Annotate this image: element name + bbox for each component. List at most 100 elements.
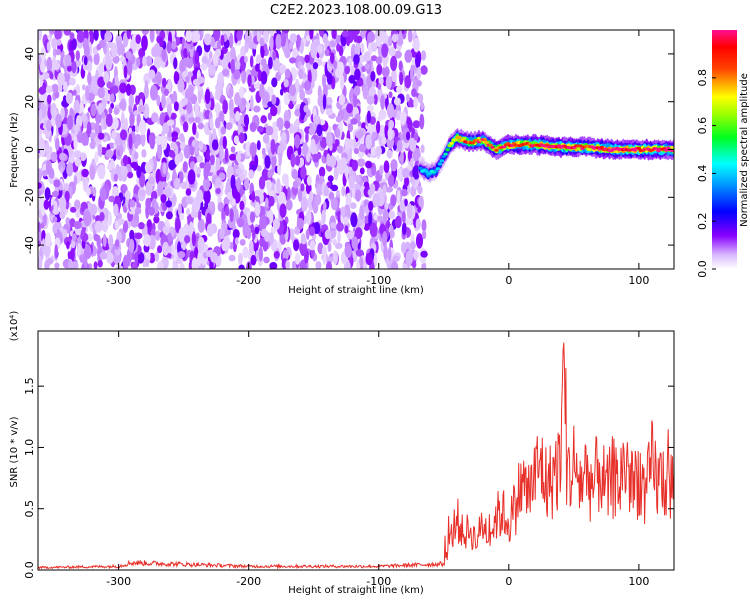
noise-blob — [179, 212, 185, 221]
noise-blob — [191, 257, 198, 269]
noise-blob — [185, 197, 193, 205]
noise-blob — [415, 53, 421, 69]
noise-blob — [345, 192, 352, 209]
noise-blob — [283, 78, 289, 88]
noise-blob — [249, 142, 257, 157]
noise-blob — [366, 110, 371, 124]
noise-blob — [417, 185, 423, 195]
noise-blob — [232, 229, 240, 239]
noise-blob — [341, 30, 349, 38]
noise-blob — [365, 252, 373, 266]
noise-blob — [350, 118, 358, 125]
noise-blob — [77, 243, 82, 256]
noise-blob — [355, 30, 360, 35]
noise-blob — [215, 187, 221, 195]
noise-blob — [85, 85, 90, 102]
noise-blob — [220, 126, 227, 135]
noise-blob — [195, 131, 199, 140]
noise-blob — [421, 219, 427, 232]
noise-blob — [82, 84, 86, 91]
noise-blob — [45, 119, 52, 132]
noise-blob — [93, 261, 98, 269]
noise-blob — [87, 71, 92, 85]
trace-blob — [418, 166, 423, 170]
noise-blob — [381, 65, 390, 78]
noise-blob — [89, 165, 96, 181]
noise-blob — [420, 65, 428, 75]
noise-blob — [214, 102, 221, 114]
noise-blob — [270, 139, 276, 155]
noise-blob — [381, 43, 389, 58]
noise-blob — [154, 251, 160, 262]
noise-blob — [116, 40, 123, 56]
noise-blob — [292, 260, 296, 269]
noise-blob — [179, 59, 186, 74]
noise-blob — [203, 33, 212, 46]
noise-blob — [325, 108, 333, 116]
noise-blob — [253, 83, 259, 90]
noise-blob — [76, 30, 85, 43]
noise-blob — [104, 31, 113, 42]
noise-blob — [181, 115, 186, 122]
noise-blob — [409, 241, 416, 250]
noise-blob — [242, 246, 249, 259]
noise-blob — [249, 211, 256, 223]
noise-blob — [173, 101, 180, 112]
noise-blob — [394, 215, 402, 229]
noise-blob — [223, 235, 231, 251]
noise-blob — [263, 30, 269, 44]
noise-blob — [93, 30, 99, 41]
noise-blob — [191, 231, 196, 247]
noise-blob — [375, 146, 383, 157]
trace-blob — [502, 145, 507, 149]
y-tick-label: 0 — [23, 146, 36, 153]
noise-blob — [58, 84, 63, 93]
noise-blob — [174, 177, 181, 190]
noise-blob — [114, 239, 120, 248]
noise-blob — [120, 129, 128, 141]
snr-series-line — [38, 342, 674, 570]
noise-blob — [113, 107, 120, 115]
noise-blob — [48, 167, 55, 179]
noise-blob — [300, 165, 307, 180]
noise-blob — [110, 93, 115, 103]
noise-blob — [194, 116, 201, 124]
noise-blob — [262, 134, 270, 144]
noise-blob — [38, 240, 42, 247]
noise-blob — [128, 94, 134, 108]
noise-blob — [53, 200, 58, 214]
noise-blob — [204, 88, 211, 104]
noise-blob — [309, 30, 314, 40]
noise-blob — [295, 155, 301, 166]
noise-blob — [83, 256, 88, 269]
noise-blob — [100, 147, 108, 155]
noise-blob — [386, 103, 395, 119]
noise-blob — [257, 125, 264, 133]
noise-blob — [186, 208, 191, 216]
x-tick-label: -300 — [106, 575, 131, 588]
noise-blob — [300, 236, 307, 245]
noise-blob — [221, 68, 230, 77]
snr-panel: -300 -200 -100 0 100 0.0 0.5 1.0 1.5 Height of … — [9, 311, 675, 596]
noise-blob — [420, 144, 425, 154]
noise-blob — [49, 30, 55, 35]
noise-blob — [159, 37, 164, 48]
noise-blob — [409, 137, 417, 152]
noise-blob — [412, 165, 420, 180]
y-tick-label: 20 — [23, 95, 36, 109]
noise-blob — [234, 60, 241, 69]
noise-blob — [95, 215, 101, 222]
trace-blob — [443, 152, 448, 156]
noise-blob — [250, 75, 255, 86]
noise-blob — [359, 204, 365, 220]
noise-blob — [97, 87, 105, 99]
noise-blob — [211, 139, 219, 151]
top-x-axis-label: Height of straight line (km) — [288, 285, 424, 296]
noise-blob — [122, 154, 129, 166]
noise-blob — [138, 222, 145, 230]
noise-blob — [128, 238, 135, 253]
noise-blob — [179, 263, 185, 269]
noise-blob — [392, 255, 400, 262]
noise-blob — [52, 216, 58, 223]
noise-blob — [86, 121, 92, 138]
